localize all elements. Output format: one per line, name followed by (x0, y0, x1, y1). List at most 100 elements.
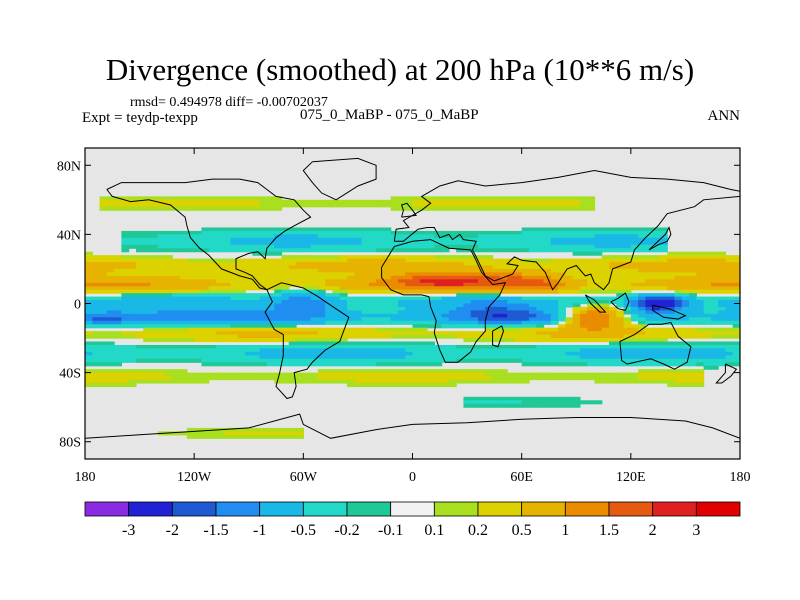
field-cell (266, 196, 275, 201)
field-cell (732, 289, 740, 294)
field-cell (638, 296, 646, 301)
field-cell (601, 244, 610, 249)
field-cell (339, 237, 348, 242)
field-cell (543, 306, 552, 312)
field-cell (179, 320, 188, 325)
lon-tick-label: 60W (290, 470, 318, 485)
field-cell (237, 334, 246, 339)
field-cell (507, 199, 515, 204)
field-cell (638, 320, 646, 325)
field-cell (528, 348, 537, 353)
field-cell (427, 241, 435, 246)
field-cell (499, 351, 508, 356)
field-cell (536, 241, 545, 246)
field-cell (536, 348, 545, 353)
field-cell (252, 351, 261, 356)
field-cell (332, 234, 341, 239)
field-cell (536, 331, 545, 336)
field-cell (288, 431, 297, 436)
field-cell (550, 351, 559, 356)
field-cell (354, 313, 363, 318)
field-cell (245, 320, 253, 325)
field-cell (354, 258, 363, 263)
field-cell (106, 344, 115, 350)
field-cell (310, 262, 319, 267)
field-cell (347, 362, 355, 367)
field-cell (579, 372, 588, 377)
field-cell (245, 306, 253, 312)
field-cell (623, 279, 632, 284)
field-cell (594, 282, 603, 287)
field-cell (390, 206, 399, 211)
field-cell (317, 293, 326, 298)
field-cell (281, 334, 290, 339)
field-cell (681, 296, 690, 301)
field-cell (507, 344, 515, 350)
field-cell (186, 203, 195, 208)
field-cell (361, 327, 370, 332)
field-cell (325, 275, 334, 280)
field-cell (652, 351, 661, 356)
field-cell (718, 279, 727, 284)
field-cell (143, 327, 152, 332)
field-cell (288, 306, 297, 312)
field-cell (121, 313, 130, 318)
field-cell (143, 265, 152, 270)
field-cell (470, 279, 479, 284)
field-cell (478, 358, 486, 363)
field-cell (521, 317, 530, 322)
field-cell (703, 313, 712, 318)
field-cell (609, 230, 617, 235)
field-cell (507, 203, 515, 208)
field-cell (623, 258, 632, 263)
field-cell (310, 268, 319, 273)
field-cell (259, 251, 268, 256)
field-cell (157, 203, 166, 208)
field-cell (325, 262, 334, 267)
field-cell (536, 206, 545, 211)
field-cell (179, 244, 188, 249)
field-cell (478, 255, 486, 260)
field-cell (710, 282, 719, 287)
field-cell (463, 396, 472, 401)
field-cell (419, 230, 428, 235)
field-cell (397, 327, 406, 332)
field-cell (601, 286, 610, 291)
field-cell (463, 203, 472, 208)
field-cell (609, 258, 617, 263)
field-cell (135, 272, 144, 277)
field-cell (536, 317, 545, 322)
field-cell (106, 351, 115, 356)
field-cell (536, 237, 545, 242)
field-cell (732, 320, 740, 325)
field-cell (536, 327, 545, 332)
field-cell (216, 203, 224, 208)
field-cell (703, 327, 712, 332)
field-cell (434, 300, 443, 305)
field-cell (725, 275, 734, 280)
field-cell (361, 248, 370, 253)
colorbar-label: 2 (649, 522, 657, 539)
field-cell (587, 196, 596, 201)
field-cell (638, 258, 646, 263)
field-cell (135, 279, 144, 284)
field-cell (405, 248, 414, 253)
field-cell (689, 275, 697, 280)
field-cell (332, 362, 341, 367)
field-cell (528, 351, 537, 356)
field-cell (347, 300, 355, 305)
field-cell (143, 206, 152, 211)
field-cell (361, 369, 370, 374)
field-cell (448, 303, 457, 308)
field-cell (383, 369, 392, 374)
field-cell (405, 237, 414, 242)
field-cell (303, 234, 312, 239)
field-cell (521, 355, 530, 360)
field-cell (448, 206, 457, 211)
field-cell (106, 303, 115, 308)
field-cell (659, 306, 668, 312)
field-cell (587, 303, 596, 308)
field-cell (106, 324, 115, 329)
field-cell (652, 230, 661, 235)
field-cell (354, 286, 363, 291)
